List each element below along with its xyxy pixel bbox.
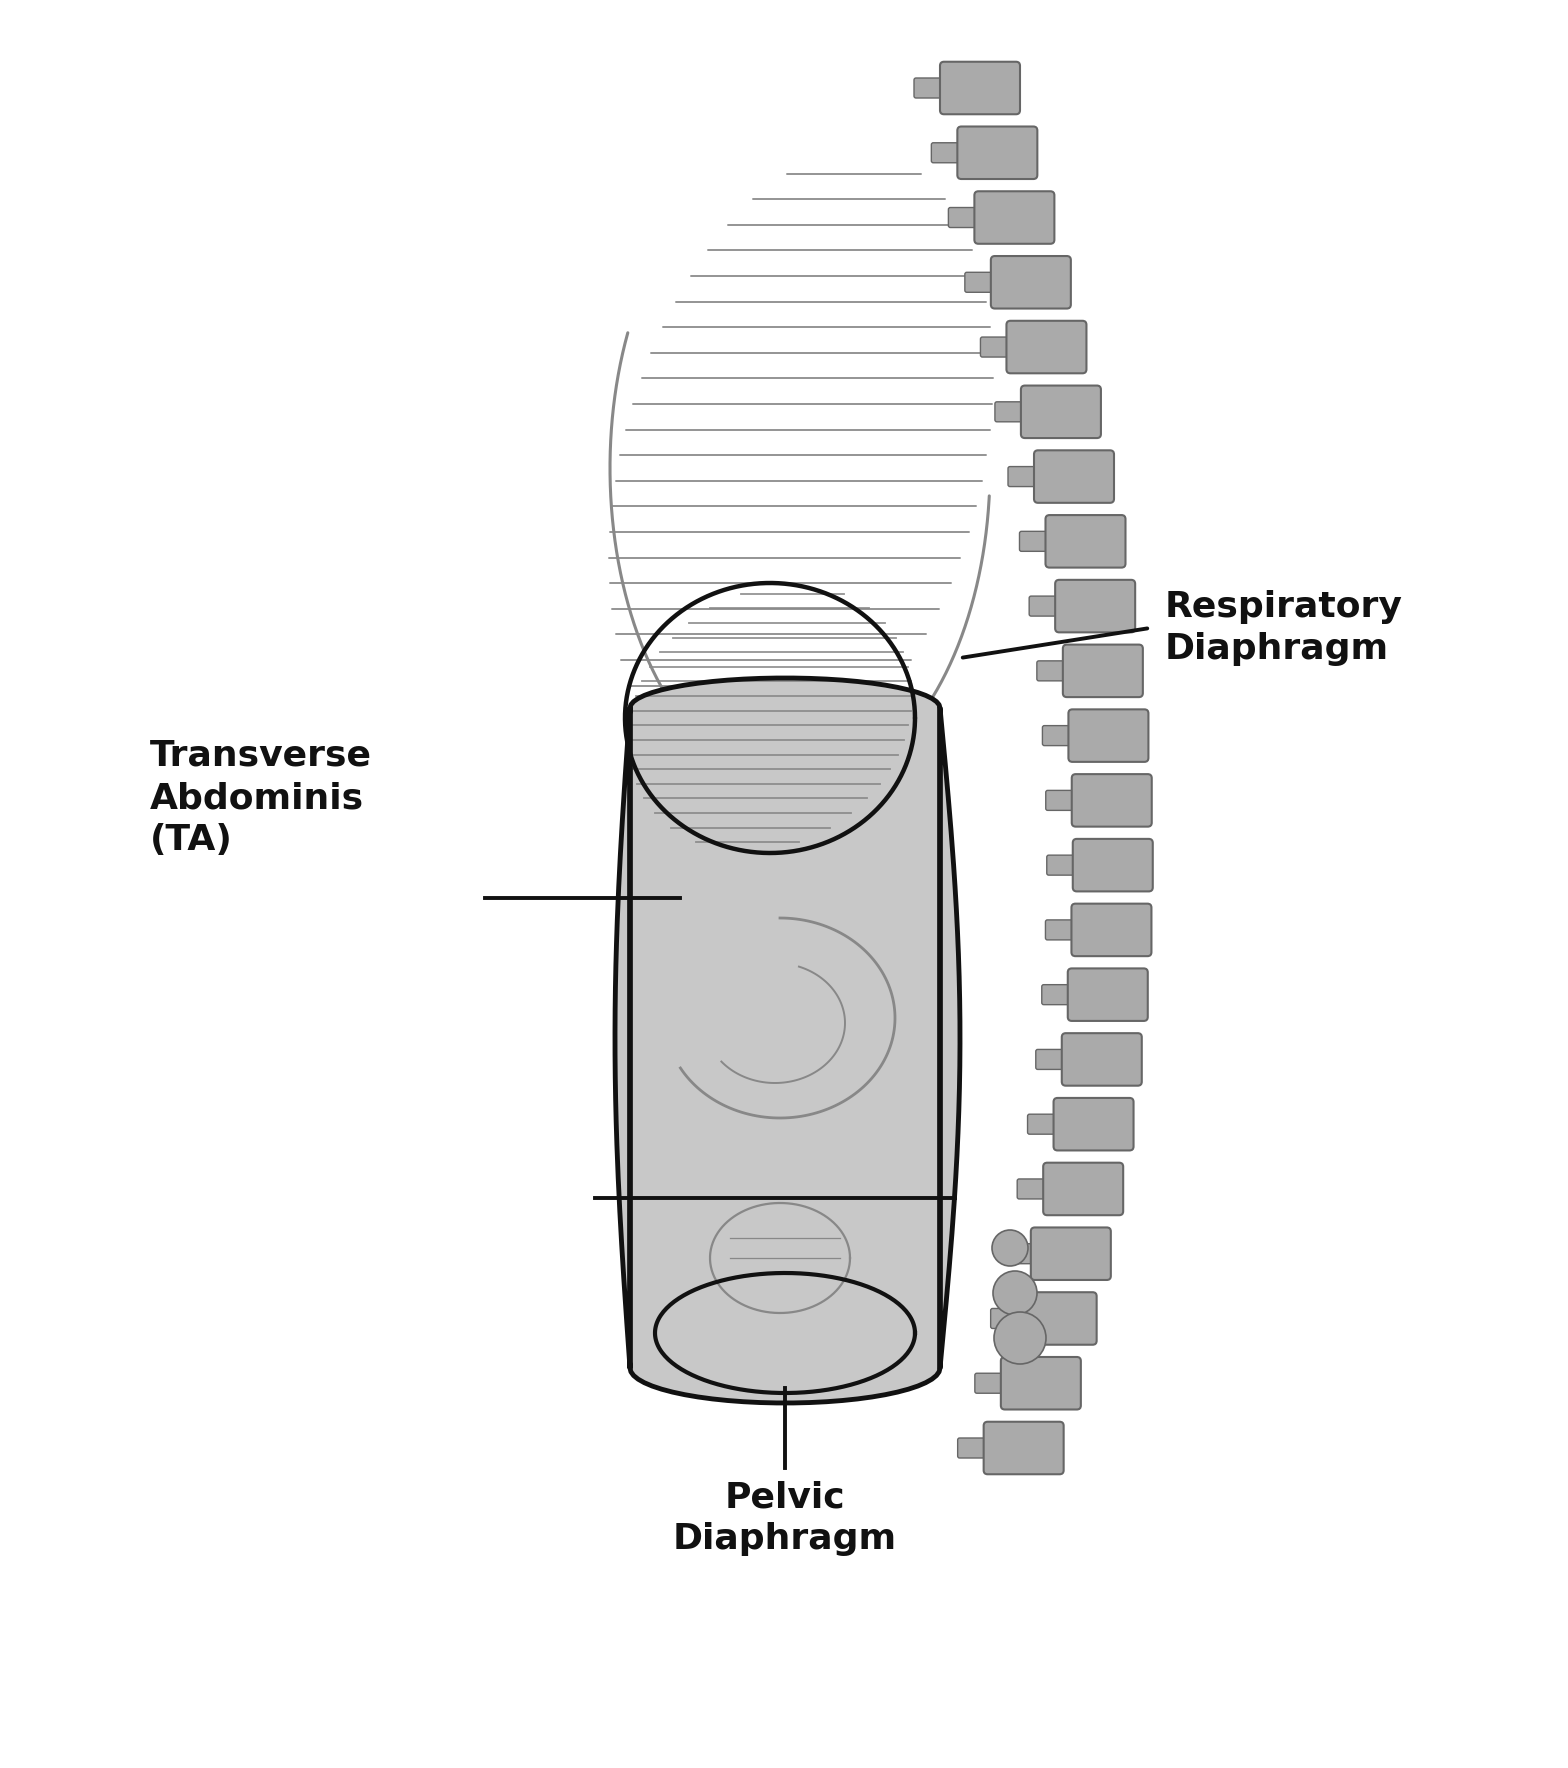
- FancyBboxPatch shape: [1062, 1033, 1142, 1086]
- Text: Respiratory
Diaphragm: Respiratory Diaphragm: [1165, 591, 1403, 667]
- FancyBboxPatch shape: [1046, 790, 1077, 810]
- FancyBboxPatch shape: [1068, 969, 1148, 1020]
- Circle shape: [993, 1231, 1029, 1266]
- FancyBboxPatch shape: [1036, 1050, 1068, 1070]
- FancyBboxPatch shape: [1063, 645, 1143, 697]
- FancyBboxPatch shape: [1046, 514, 1126, 568]
- Circle shape: [993, 1271, 1036, 1315]
- FancyBboxPatch shape: [1055, 580, 1135, 633]
- FancyBboxPatch shape: [1071, 903, 1151, 956]
- FancyBboxPatch shape: [914, 78, 946, 97]
- FancyBboxPatch shape: [1000, 1358, 1080, 1409]
- Polygon shape: [615, 679, 960, 1404]
- FancyBboxPatch shape: [991, 256, 1071, 309]
- Circle shape: [994, 1312, 1046, 1363]
- FancyBboxPatch shape: [949, 207, 980, 228]
- FancyBboxPatch shape: [1027, 1114, 1060, 1135]
- FancyBboxPatch shape: [1021, 385, 1101, 438]
- FancyBboxPatch shape: [1073, 838, 1152, 891]
- FancyBboxPatch shape: [958, 127, 1038, 179]
- Text: Transverse
Abdominis
(TA): Transverse Abdominis (TA): [151, 739, 372, 857]
- FancyBboxPatch shape: [983, 1421, 1063, 1475]
- FancyBboxPatch shape: [1033, 451, 1113, 502]
- FancyBboxPatch shape: [1054, 1098, 1134, 1151]
- FancyBboxPatch shape: [1043, 725, 1074, 746]
- FancyBboxPatch shape: [975, 1374, 1007, 1393]
- FancyBboxPatch shape: [1047, 856, 1079, 875]
- FancyBboxPatch shape: [996, 401, 1027, 423]
- FancyBboxPatch shape: [931, 143, 963, 163]
- FancyBboxPatch shape: [1068, 709, 1148, 762]
- FancyBboxPatch shape: [974, 191, 1054, 244]
- FancyBboxPatch shape: [991, 1308, 1022, 1328]
- Text: Pelvic
Diaphragm: Pelvic Diaphragm: [673, 1480, 897, 1556]
- FancyBboxPatch shape: [1073, 774, 1152, 827]
- FancyBboxPatch shape: [1008, 467, 1040, 486]
- FancyBboxPatch shape: [1046, 919, 1077, 941]
- FancyBboxPatch shape: [939, 62, 1021, 115]
- FancyBboxPatch shape: [1016, 1292, 1096, 1345]
- FancyBboxPatch shape: [1041, 985, 1074, 1004]
- FancyBboxPatch shape: [1005, 1243, 1036, 1264]
- FancyBboxPatch shape: [1036, 661, 1069, 681]
- FancyBboxPatch shape: [964, 272, 997, 292]
- FancyBboxPatch shape: [958, 1437, 989, 1459]
- FancyBboxPatch shape: [980, 338, 1013, 357]
- FancyBboxPatch shape: [1029, 596, 1062, 615]
- FancyBboxPatch shape: [1019, 532, 1052, 552]
- FancyBboxPatch shape: [1018, 1179, 1049, 1199]
- FancyBboxPatch shape: [1043, 1163, 1123, 1215]
- FancyBboxPatch shape: [1007, 320, 1087, 373]
- FancyBboxPatch shape: [1030, 1227, 1110, 1280]
